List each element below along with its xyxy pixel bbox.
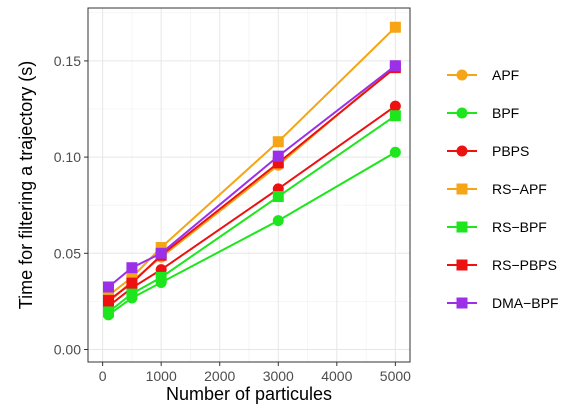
x-tick-label: 1000 xyxy=(146,368,177,384)
data-point xyxy=(389,21,401,33)
data-point xyxy=(102,281,114,293)
data-point xyxy=(126,288,138,300)
data-point xyxy=(155,242,167,254)
x-tick-label: 2000 xyxy=(204,368,235,384)
legend-key-marker xyxy=(456,183,468,195)
data-point xyxy=(272,136,284,148)
x-tick-label: 0 xyxy=(99,368,107,384)
data-point xyxy=(126,277,138,289)
legend-label: RS−PBPS xyxy=(492,257,557,273)
data-point xyxy=(272,157,284,169)
y-axis-title: Time for filtering a trajectory (s) xyxy=(16,61,36,309)
x-axis: 0 1000 2000 3000 4000 5000 xyxy=(99,362,411,384)
x-tick-label: 5000 xyxy=(380,368,411,384)
legend-key-marker xyxy=(456,145,468,157)
legend-label: RS−APF xyxy=(492,181,547,197)
y-tick-label: 0.05 xyxy=(54,245,81,261)
data-point xyxy=(155,271,167,283)
data-point xyxy=(389,146,401,158)
legend-key-marker xyxy=(456,107,468,119)
series-layer xyxy=(102,21,401,321)
data-point xyxy=(155,247,167,259)
x-tick-label: 3000 xyxy=(263,368,294,384)
x-tick-label: 4000 xyxy=(321,368,352,384)
legend-label: BPF xyxy=(492,105,519,121)
data-point xyxy=(272,215,284,227)
data-point xyxy=(102,294,114,306)
data-point xyxy=(272,191,284,203)
legend-label: APF xyxy=(492,67,519,83)
data-point xyxy=(126,262,138,274)
y-tick-label: 0.00 xyxy=(54,341,81,357)
legend-label: PBPS xyxy=(492,143,529,159)
data-point xyxy=(389,60,401,72)
data-point xyxy=(126,271,138,283)
y-tick-label: 0.15 xyxy=(54,53,81,69)
legend-key-marker xyxy=(456,297,468,309)
legend-key-marker xyxy=(456,221,468,233)
x-axis-title: Number of particules xyxy=(166,384,332,404)
legend-key-marker xyxy=(456,69,468,81)
y-tick-label: 0.10 xyxy=(54,149,81,165)
legend: APF BPF PBPS RS−APF RS−BPF RS−PBPS DMA−BPF xyxy=(447,67,559,311)
legend-label: DMA−BPF xyxy=(492,295,559,311)
legend-label: RS−BPF xyxy=(492,219,547,235)
legend-key-marker xyxy=(456,259,468,271)
y-axis: 0.00 0.05 0.10 0.15 xyxy=(54,53,88,357)
data-point xyxy=(389,100,401,112)
plot-border xyxy=(87,7,411,363)
data-point xyxy=(272,150,284,162)
data-point xyxy=(102,306,114,318)
data-point xyxy=(389,110,401,122)
